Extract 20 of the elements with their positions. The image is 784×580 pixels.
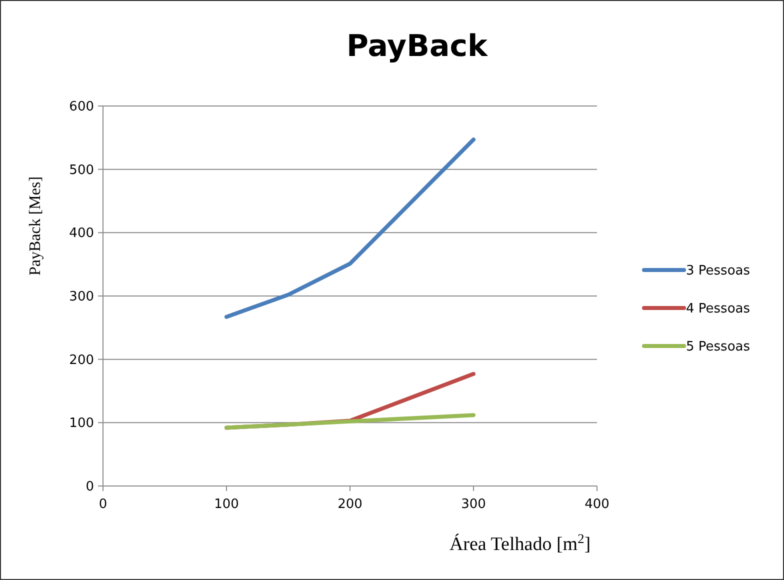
line-series	[224, 138, 476, 319]
y-tick-label: 500	[69, 162, 94, 178]
x-tick-label: 100	[214, 497, 239, 512]
x-tick-label: 200	[338, 497, 362, 512]
x-tick-label: 0	[98, 497, 108, 512]
y-axis-title: PayBack [Mes]	[27, 176, 44, 276]
x-tick-label: 300	[461, 497, 486, 512]
chart-title: PayBack	[346, 29, 488, 64]
y-tick-label: 200	[69, 352, 94, 368]
y-tick-label: 100	[69, 416, 94, 432]
y-tick-label: 0	[86, 480, 94, 495]
x-tick-label: 400	[584, 497, 610, 512]
x-axis-title: Área Telhado [m$^{2}$]	[449, 530, 591, 555]
y-tick-label: 600	[69, 100, 94, 115]
line-series	[224, 413, 476, 430]
y-tick-label: 400	[69, 226, 94, 242]
legend-label: 5 Pessoas	[686, 340, 750, 355]
legend-label: 3 Pessoas	[686, 264, 750, 279]
y-tick-label: 300	[69, 290, 94, 305]
legend-label: 4 Pessoas	[686, 302, 750, 317]
